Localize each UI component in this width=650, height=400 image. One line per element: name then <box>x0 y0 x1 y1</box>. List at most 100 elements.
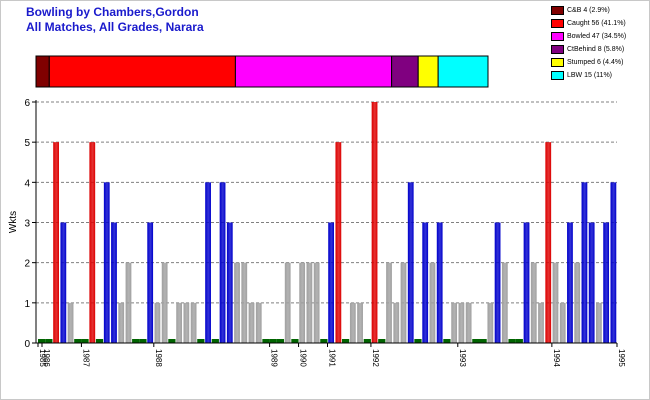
legend-item: C&B 4 (2.9%) <box>551 5 647 16</box>
bar <box>89 142 96 343</box>
bar <box>581 182 588 343</box>
x-tick-label: 1991 <box>328 349 337 367</box>
legend-item: Stumped 6 (4.4%) <box>551 57 647 68</box>
bar <box>378 339 386 343</box>
bar <box>414 339 422 343</box>
x-tick-label: 1994 <box>552 349 561 367</box>
bar <box>38 339 46 343</box>
bar <box>610 182 617 343</box>
bar <box>559 302 566 343</box>
legend-label: CtBehind 8 (5.8%) <box>567 46 625 53</box>
bar <box>306 262 313 343</box>
bar <box>139 339 147 343</box>
y-tick-label: 3 <box>24 219 30 230</box>
legend-swatch <box>551 19 564 28</box>
bar <box>241 262 248 343</box>
bar <box>118 302 125 343</box>
bar <box>545 142 552 343</box>
legend-label: Stumped 6 (4.4%) <box>567 59 624 66</box>
legend-swatch <box>551 58 564 67</box>
bar <box>197 339 205 343</box>
bar <box>465 302 472 343</box>
dismissal-segment-bowled <box>234 55 393 88</box>
bar <box>125 262 132 343</box>
bar <box>363 339 371 343</box>
bar <box>603 222 610 343</box>
legend-swatch <box>551 6 564 15</box>
bar <box>147 222 154 343</box>
x-tick-label: 1993 <box>458 349 467 367</box>
bar <box>494 222 501 343</box>
bar <box>255 302 262 343</box>
bar <box>487 302 494 343</box>
bar <box>422 222 429 343</box>
dismissal-segment-cb <box>35 55 50 88</box>
bar <box>479 339 487 343</box>
bar <box>371 102 378 343</box>
x-tick-label: 1992 <box>371 349 380 367</box>
dismissal-segment-lbw <box>437 55 489 88</box>
bar <box>567 222 573 343</box>
bar <box>357 302 363 343</box>
bar <box>335 142 342 343</box>
bar <box>320 339 328 343</box>
bar <box>436 222 443 343</box>
legend-item: LBW 15 (11%) <box>551 70 647 81</box>
x-tick-label: 1985 <box>38 349 47 367</box>
y-tick-label: 4 <box>24 178 30 189</box>
bar <box>429 262 436 343</box>
y-tick-label: 5 <box>24 138 30 149</box>
chart-subtitle: All Matches, All Grades, Narara <box>26 20 204 34</box>
y-tick-label: 2 <box>24 259 30 270</box>
legend-item: Bowled 47 (34.5%) <box>551 31 647 42</box>
bar <box>276 339 285 343</box>
bar <box>284 262 291 343</box>
dismissal-segment-ctbehind <box>391 55 419 88</box>
bar <box>81 339 89 343</box>
bar <box>269 339 277 343</box>
bar <box>596 302 602 343</box>
x-tick-label: 1990 <box>299 349 308 367</box>
bar <box>45 339 53 343</box>
legend: C&B 4 (2.9%) Caught 56 (41.1%) Bowled 47 (… <box>551 5 647 83</box>
bar <box>262 339 270 343</box>
bar <box>508 339 516 343</box>
bar <box>552 262 559 343</box>
bar <box>588 222 595 343</box>
bar <box>515 339 523 343</box>
x-tick-label: 1987 <box>81 349 90 367</box>
bar <box>574 262 581 343</box>
dismissal-segment-caught <box>48 55 236 88</box>
bar <box>154 302 161 343</box>
bar <box>248 302 255 343</box>
bar <box>393 302 400 343</box>
legend-label: Bowled 47 (34.5%) <box>567 33 627 40</box>
legend-swatch <box>551 71 564 80</box>
legend-swatch <box>551 45 564 54</box>
bar <box>161 262 168 343</box>
bar <box>400 262 407 343</box>
bar <box>451 302 458 343</box>
legend-label: Caught 56 (41.1%) <box>567 20 626 27</box>
y-tick-label: 6 <box>24 98 30 109</box>
bar <box>299 262 306 343</box>
legend-swatch <box>551 32 564 41</box>
x-tick-label: 1995 <box>617 349 626 367</box>
bar <box>341 339 350 343</box>
bar <box>443 339 451 343</box>
bar <box>501 262 508 343</box>
legend-label: C&B 4 (2.9%) <box>567 7 610 14</box>
bar <box>190 302 197 343</box>
bar <box>67 302 74 343</box>
bar <box>313 262 320 343</box>
bar <box>407 182 414 343</box>
y-axis-label: Wkts <box>8 211 19 233</box>
bar <box>103 182 110 343</box>
x-tick-label: 1989 <box>270 349 279 367</box>
bar <box>183 302 190 343</box>
x-tick-label: 1988 <box>154 349 163 367</box>
y-tick-label: 1 <box>24 299 30 310</box>
bar <box>291 339 299 343</box>
legend-label: LBW 15 (11%) <box>567 72 612 79</box>
